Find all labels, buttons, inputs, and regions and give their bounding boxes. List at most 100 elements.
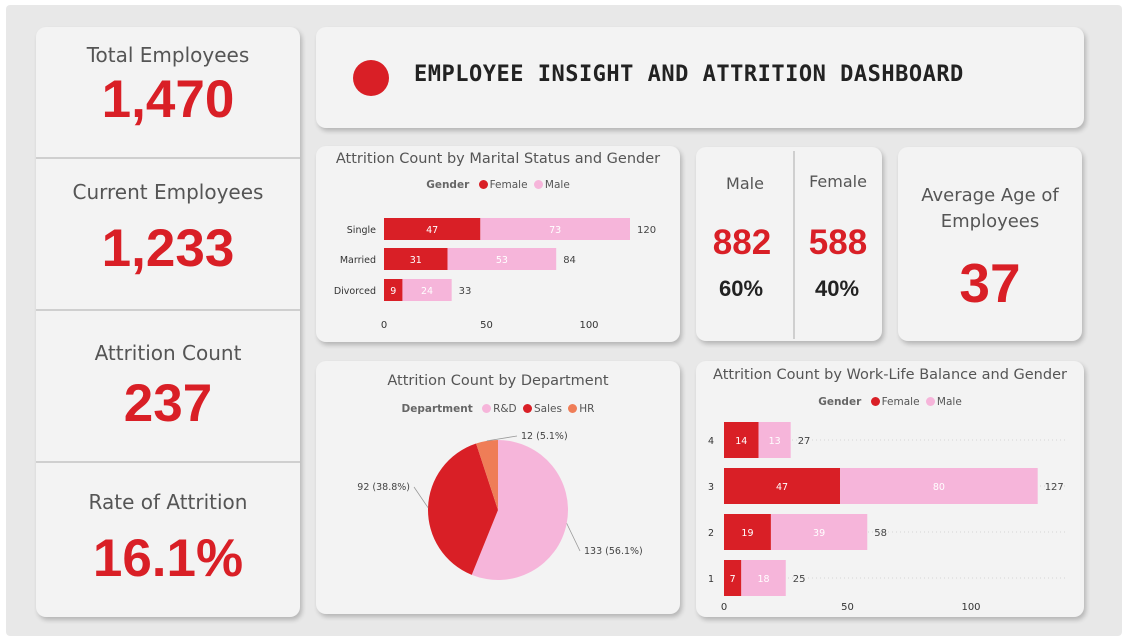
category-label: Married	[340, 255, 376, 266]
bar-female[interactable]	[384, 218, 481, 240]
kpi-value: 1,470	[101, 70, 235, 129]
legend-hr-swatch	[568, 404, 578, 413]
marital-chart-card[interactable]: Attrition Count by Marital Status and Ge…	[316, 146, 680, 342]
data-label: 39	[813, 528, 825, 539]
data-label: 53	[496, 255, 508, 266]
male-label: Male	[726, 174, 764, 193]
female-count: 588	[808, 223, 868, 262]
leader-line	[486, 435, 518, 442]
legend-sales-label[interactable]: Sales	[533, 403, 562, 415]
kpi-value: 237	[123, 374, 213, 433]
bar-female[interactable]	[384, 248, 448, 270]
legend-male-swatch	[925, 397, 935, 406]
gender-card: Male 882 60% Female 588 40%	[696, 147, 882, 341]
avg-age-label: Average Age of Employees	[921, 185, 1059, 232]
kpi-label: Rate of Attrition	[88, 490, 248, 514]
pie-slice-rd[interactable]	[471, 440, 568, 580]
legend-rd-label[interactable]: R&D	[493, 403, 517, 415]
chart-legend: Department R&D Sales HR	[316, 403, 680, 415]
total-label: 84	[563, 255, 576, 266]
x-tick-label: 50	[480, 320, 493, 331]
chart-title: Attrition Count by Marital Status and Ge…	[335, 151, 661, 167]
kpi-value: 16.1%	[92, 529, 244, 588]
bar-female[interactable]	[724, 468, 841, 504]
total-label: 27	[798, 436, 811, 447]
bar-male[interactable]	[741, 560, 786, 596]
legend-female-label[interactable]: Female	[881, 396, 920, 408]
worklife-bar-chart: 4 14 13 27 3 47 80 127 2 19 39 58 1 7 18 25 0 50 100	[708, 422, 1066, 613]
pie-data-label: 92 (38.8%)	[357, 482, 410, 493]
pie-data-label: 133 (56.1%)	[584, 546, 643, 557]
title-banner: EMPLOYEE INSIGHT AND ATTRITION DASHBOARD	[316, 27, 1084, 128]
leader-line	[566, 523, 581, 552]
x-tick-label: 0	[721, 602, 727, 613]
chart-legend: Gender Female Male	[696, 396, 1084, 408]
x-tick-label: 100	[579, 320, 598, 331]
kpi-rate-of-attrition[interactable]: Rate of Attrition 16.1%	[36, 463, 300, 617]
avg-age-value: 37	[959, 252, 1021, 314]
male-count: 882	[712, 223, 772, 262]
x-tick-label: 0	[381, 320, 387, 331]
category-label: 4	[708, 436, 714, 447]
category-label: 1	[708, 574, 714, 585]
bar-female[interactable]	[384, 279, 403, 301]
kpi-total-employees[interactable]: Total Employees 1,470	[36, 27, 300, 159]
bar-male[interactable]	[447, 248, 557, 270]
data-label: 73	[549, 225, 561, 236]
total-label: 25	[793, 574, 806, 585]
pie-slice-sales[interactable]	[428, 443, 498, 575]
female-pct: 40%	[814, 276, 860, 301]
department-pie-chart: 133 (56.1%) 92 (38.8%) 12 (5.1%)	[357, 431, 643, 580]
title-dot-icon	[353, 60, 389, 96]
pie-slice-hr[interactable]	[476, 440, 498, 510]
marital-bar-chart: Single 47 73 120 Married 31 53 84 Divorced 9 24 33 0…	[334, 218, 656, 331]
bar-male[interactable]	[480, 218, 630, 240]
data-label: 7	[730, 574, 736, 585]
female-label: Female	[809, 172, 867, 191]
total-label: 33	[459, 286, 472, 297]
legend-female-swatch	[478, 180, 488, 189]
bar-female[interactable]	[724, 514, 771, 550]
department-chart-card[interactable]: Attrition Count by Department Department…	[316, 361, 680, 614]
kpi-current-employees[interactable]: Current Employees 1,233	[36, 159, 300, 311]
legend-male-swatch	[533, 180, 543, 189]
kpi-label: Attrition Count	[94, 341, 242, 365]
avg-age-card: Average Age of Employees 37	[898, 147, 1082, 341]
kpi-value: 1,233	[101, 219, 235, 278]
bar-male[interactable]	[758, 422, 791, 458]
category-label: 3	[708, 482, 714, 493]
data-label: 13	[769, 436, 781, 447]
bar-male[interactable]	[402, 279, 452, 301]
bar-male[interactable]	[840, 468, 1038, 504]
bar-female[interactable]	[724, 422, 759, 458]
legend-male-label[interactable]: Male	[544, 179, 570, 191]
legend-rd-swatch	[482, 404, 492, 413]
male-pct: 60%	[718, 276, 764, 301]
dashboard-title: EMPLOYEE INSIGHT AND ATTRITION DASHBOARD	[414, 62, 964, 87]
data-label: 19	[741, 528, 753, 539]
kpi-label: Current Employees	[72, 180, 264, 204]
total-label: 120	[637, 225, 656, 236]
gender-divider	[793, 151, 795, 339]
worklife-chart-card[interactable]: Attrition Count by Work-Life Balance and…	[696, 361, 1084, 617]
kpi-attrition-count[interactable]: Attrition Count 237	[36, 311, 300, 463]
total-label: 127	[1045, 482, 1064, 493]
legend-title: Gender	[818, 396, 862, 408]
legend-male-label[interactable]: Male	[936, 396, 962, 408]
data-label: 24	[421, 286, 433, 297]
data-label: 31	[410, 255, 422, 266]
data-label: 9	[390, 286, 396, 297]
legend-title: Gender	[426, 179, 470, 191]
chart-legend: Gender Female Male	[316, 179, 680, 191]
kpi-label: Total Employees	[86, 43, 250, 67]
chart-title: Attrition Count by Department	[387, 373, 609, 389]
pie-data-label: 12 (5.1%)	[521, 431, 568, 442]
bar-female[interactable]	[724, 560, 742, 596]
x-tick-label: 100	[961, 602, 980, 613]
category-label: 2	[708, 528, 714, 539]
chart-title: Attrition Count by Work-Life Balance and…	[713, 367, 1067, 383]
data-label: 18	[757, 574, 769, 585]
bar-male[interactable]	[770, 514, 868, 550]
legend-female-label[interactable]: Female	[489, 179, 528, 191]
legend-hr-label[interactable]: HR	[579, 403, 595, 415]
